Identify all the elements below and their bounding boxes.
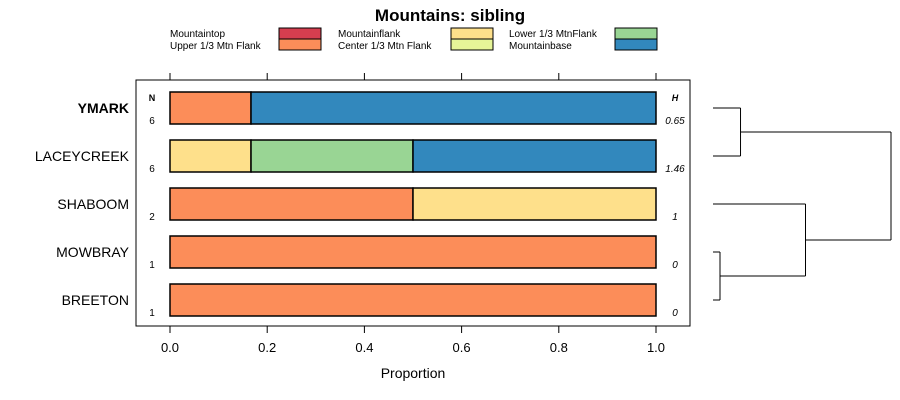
bar-segment <box>169 139 252 173</box>
bar-segment <box>250 91 657 125</box>
bar-segment <box>169 235 657 269</box>
category-label: BREETON <box>62 292 129 308</box>
count-header: N <box>149 93 156 103</box>
count-label: 2 <box>149 212 155 223</box>
diversity-label: 1 <box>672 212 678 223</box>
legend-swatch <box>278 38 322 51</box>
bars-group: YMARK 6 0.65 LACEYCREEK 6 1.46 SHABOOM 2 1 MOWBRA… <box>35 91 685 319</box>
diversity-header: H <box>672 93 679 103</box>
legend-label: Mountainflank <box>338 29 401 40</box>
bar-segment <box>412 187 657 221</box>
category-label: MOWBRAY <box>56 244 130 260</box>
bar-segment <box>169 187 414 221</box>
x-axis-title: Proportion <box>381 365 446 381</box>
x-tick-label: 0.2 <box>258 340 276 355</box>
count-label: 1 <box>149 308 155 319</box>
diversity-label: 1.46 <box>665 164 685 175</box>
legend-swatch <box>278 27 322 40</box>
chart-title: Mountains: sibling <box>375 6 525 25</box>
legend-label: Upper 1/3 Mtn Flank <box>170 41 262 52</box>
x-tick-label: 0.4 <box>355 340 373 355</box>
category-label: LACEYCREEK <box>35 148 130 164</box>
legend-swatch <box>614 27 658 40</box>
diversity-label: 0.65 <box>665 116 685 127</box>
legend-swatch <box>450 38 494 51</box>
x-tick-label: 0.0 <box>161 340 179 355</box>
x-tick-label: 0.8 <box>550 340 568 355</box>
count-label: 6 <box>149 164 155 175</box>
x-axis: 0.0 0.2 0.4 0.6 0.8 1.0 <box>161 73 665 355</box>
x-tick-label: 1.0 <box>647 340 665 355</box>
bar-segment <box>412 139 657 173</box>
legend-label: Lower 1/3 MtnFlank <box>509 29 598 40</box>
dendrogram <box>713 107 892 301</box>
diversity-label: 0 <box>672 308 678 319</box>
bar-segment <box>169 91 252 125</box>
legend-swatch <box>450 27 494 40</box>
legend-label: Center 1/3 Mtn Flank <box>338 41 432 52</box>
x-tick-label: 0.6 <box>453 340 471 355</box>
plot-frame <box>135 79 691 327</box>
legend-label: Mountainbase <box>509 41 572 52</box>
count-label: 6 <box>149 116 155 127</box>
diversity-label: 0 <box>672 260 678 271</box>
bar-segment <box>250 139 414 173</box>
bar-segment <box>169 283 657 317</box>
legend-swatch <box>614 38 658 51</box>
legend-label: Mountaintop <box>170 29 225 40</box>
category-label: YMARK <box>78 100 129 116</box>
category-label: SHABOOM <box>57 196 129 212</box>
count-label: 1 <box>149 260 155 271</box>
